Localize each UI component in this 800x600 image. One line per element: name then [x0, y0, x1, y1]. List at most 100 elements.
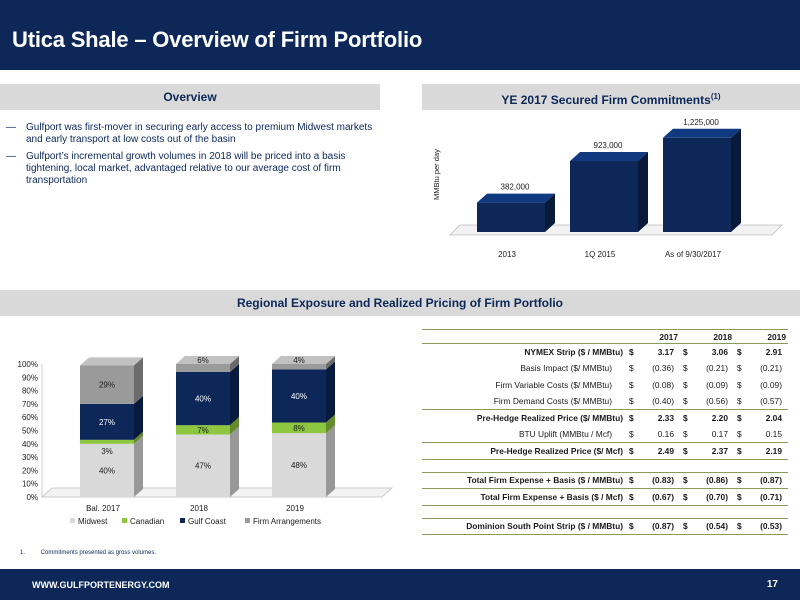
category-label: 2019 — [286, 504, 304, 513]
currency-symbol: $ — [683, 347, 688, 357]
currency-symbol: $ — [626, 393, 642, 410]
legend-swatch — [122, 518, 127, 523]
cell-value: (0.21) — [760, 363, 782, 374]
regional-exposure-chart: 0% 10% 20% 30% 40% 50% 60% 70% 80% 90% 100% 40% 3% 27… — [18, 356, 394, 526]
legend-item: Midwest — [70, 517, 108, 526]
table-row: Total Firm Expense + Basis ($ / MMBtu) $(… — [422, 471, 788, 489]
bar-segment-gulf-coast — [176, 371, 230, 426]
footer-url-link[interactable]: WWW.GULFPORTENERGY.COM — [32, 580, 170, 590]
bar-segment-gulf-coast — [80, 403, 134, 440]
category-label: 2013 — [498, 250, 516, 259]
table-header-2019: 2019 — [734, 329, 788, 344]
table-row — [422, 459, 788, 472]
table-row: Dominion South Point Strip ($ / MMBtu) $(… — [422, 517, 788, 535]
currency-symbol — [626, 505, 642, 518]
bullet-text: Gulfport’s incremental growth volumes in… — [26, 151, 346, 186]
legend-label: Firm Arrangements — [253, 517, 321, 526]
cell-value: 2.20 — [711, 413, 728, 423]
currency-symbol: $ — [680, 488, 696, 506]
row-label: Total Firm Expense + Basis ($ / MMBtu) — [422, 471, 626, 489]
bar-value-label: 382,000 — [501, 183, 530, 192]
legend-item: Gulf Coast — [180, 517, 227, 526]
bar-segment-side — [326, 361, 335, 423]
cell-value: (0.70) — [696, 488, 734, 506]
y-tick-label: 0% — [26, 493, 38, 502]
cell-value: (0.57) — [750, 393, 788, 410]
segment-value-label: 47% — [195, 462, 211, 471]
row-label: Pre-Hedge Realized Price ($/ MMBtu) — [476, 413, 623, 423]
currency-symbol: $ — [734, 442, 750, 460]
bar-segment-side — [134, 395, 143, 440]
legend-swatch — [70, 518, 75, 523]
bar-front — [663, 137, 731, 232]
bar-segment-side — [230, 417, 239, 435]
currency-symbol: $ — [680, 517, 696, 535]
bar-segment-side — [326, 414, 335, 434]
y-tick-label: 80% — [22, 387, 38, 396]
currency-symbol: $ — [737, 379, 742, 390]
table-row: Basis Impact ($/ MMBtu) $ (0.36) $ (0.21) $ (0… — [422, 360, 788, 377]
bar-segment-side — [230, 426, 239, 497]
row-label: BTU Uplift (MMBtu / Mcf) — [422, 426, 626, 443]
row-label: Dominion South Point Strip ($ / MMBtu) — [422, 517, 626, 535]
cell-value — [696, 459, 734, 472]
bar-segment-side — [134, 357, 143, 404]
bar-segment-midwest — [80, 443, 134, 497]
currency-symbol: $ — [626, 426, 642, 443]
currency-symbol — [734, 505, 750, 518]
cell-value: (0.09) — [706, 379, 728, 390]
cell-value: (0.53) — [750, 517, 788, 535]
category-label: Bal. 2017 — [86, 504, 120, 513]
bar-side — [545, 193, 555, 232]
currency-symbol: $ — [680, 442, 696, 460]
y-tick-label: 40% — [22, 440, 38, 449]
currency-symbol: $ — [683, 413, 688, 423]
table-header-2018: 2018 — [680, 329, 734, 344]
legend-swatch — [180, 518, 185, 523]
cell-value — [750, 505, 788, 518]
bar-segment-firm-arrangements — [272, 364, 326, 370]
currency-symbol: $ — [683, 363, 688, 374]
currency-symbol — [680, 459, 696, 472]
currency-symbol: $ — [680, 426, 696, 443]
bar-segment-midwest — [272, 433, 326, 497]
cell-value — [696, 505, 734, 518]
cell-value: 0.15 — [750, 426, 788, 443]
cell-value: (0.83) — [642, 471, 680, 489]
bar-value-label: 1,225,000 — [683, 118, 719, 127]
cell-value: 0.17 — [696, 426, 734, 443]
commitments-chart: MMBtu per day 382,000 2013 923,000 1Q 2015 1,… — [432, 118, 783, 259]
row-label: Firm Demand Costs ($/ MMBtu) — [422, 393, 626, 410]
y-tick-label: 90% — [22, 373, 38, 382]
stacked-bar — [80, 357, 143, 497]
cell-value: (0.54) — [696, 517, 734, 535]
row-label: NYMEX Strip ($ / MMBtu) — [524, 347, 623, 357]
bar-segment-side — [230, 356, 239, 372]
currency-symbol: $ — [737, 363, 742, 374]
segment-value-label: 40% — [195, 395, 211, 404]
cell-value: (0.40) — [642, 393, 680, 410]
legend-item: Canadian — [122, 517, 164, 526]
currency-symbol: $ — [629, 347, 634, 357]
segment-value-label: 27% — [99, 418, 115, 427]
currency-symbol: $ — [626, 488, 642, 506]
bar-value-label: 923,000 — [594, 141, 623, 150]
segment-value-label: 7% — [197, 426, 209, 435]
cell-value: 3.17 — [657, 347, 674, 357]
cell-value: (0.08) — [652, 379, 674, 390]
commitment-bar — [477, 193, 555, 232]
currency-symbol: $ — [734, 517, 750, 535]
cell-value: 2.37 — [696, 442, 734, 460]
row-label: Total Firm Expense + Basis ($ / Mcf) — [422, 488, 626, 506]
footnote-text: Commitments presented as gross volumes. — [40, 550, 157, 556]
cell-value: (0.09) — [760, 379, 782, 390]
category-label: As of 9/30/2017 — [665, 250, 722, 259]
segment-value-label: 4% — [293, 356, 305, 365]
row-label: Firm Variable Costs ($/ MMBtu) — [495, 379, 612, 390]
currency-symbol: $ — [626, 442, 642, 460]
bar-segment-side — [326, 356, 335, 370]
category-label: 2018 — [190, 504, 208, 513]
currency-symbol — [680, 505, 696, 518]
y-axis-label: MMBtu per day — [432, 149, 441, 200]
bar-top — [80, 357, 143, 366]
